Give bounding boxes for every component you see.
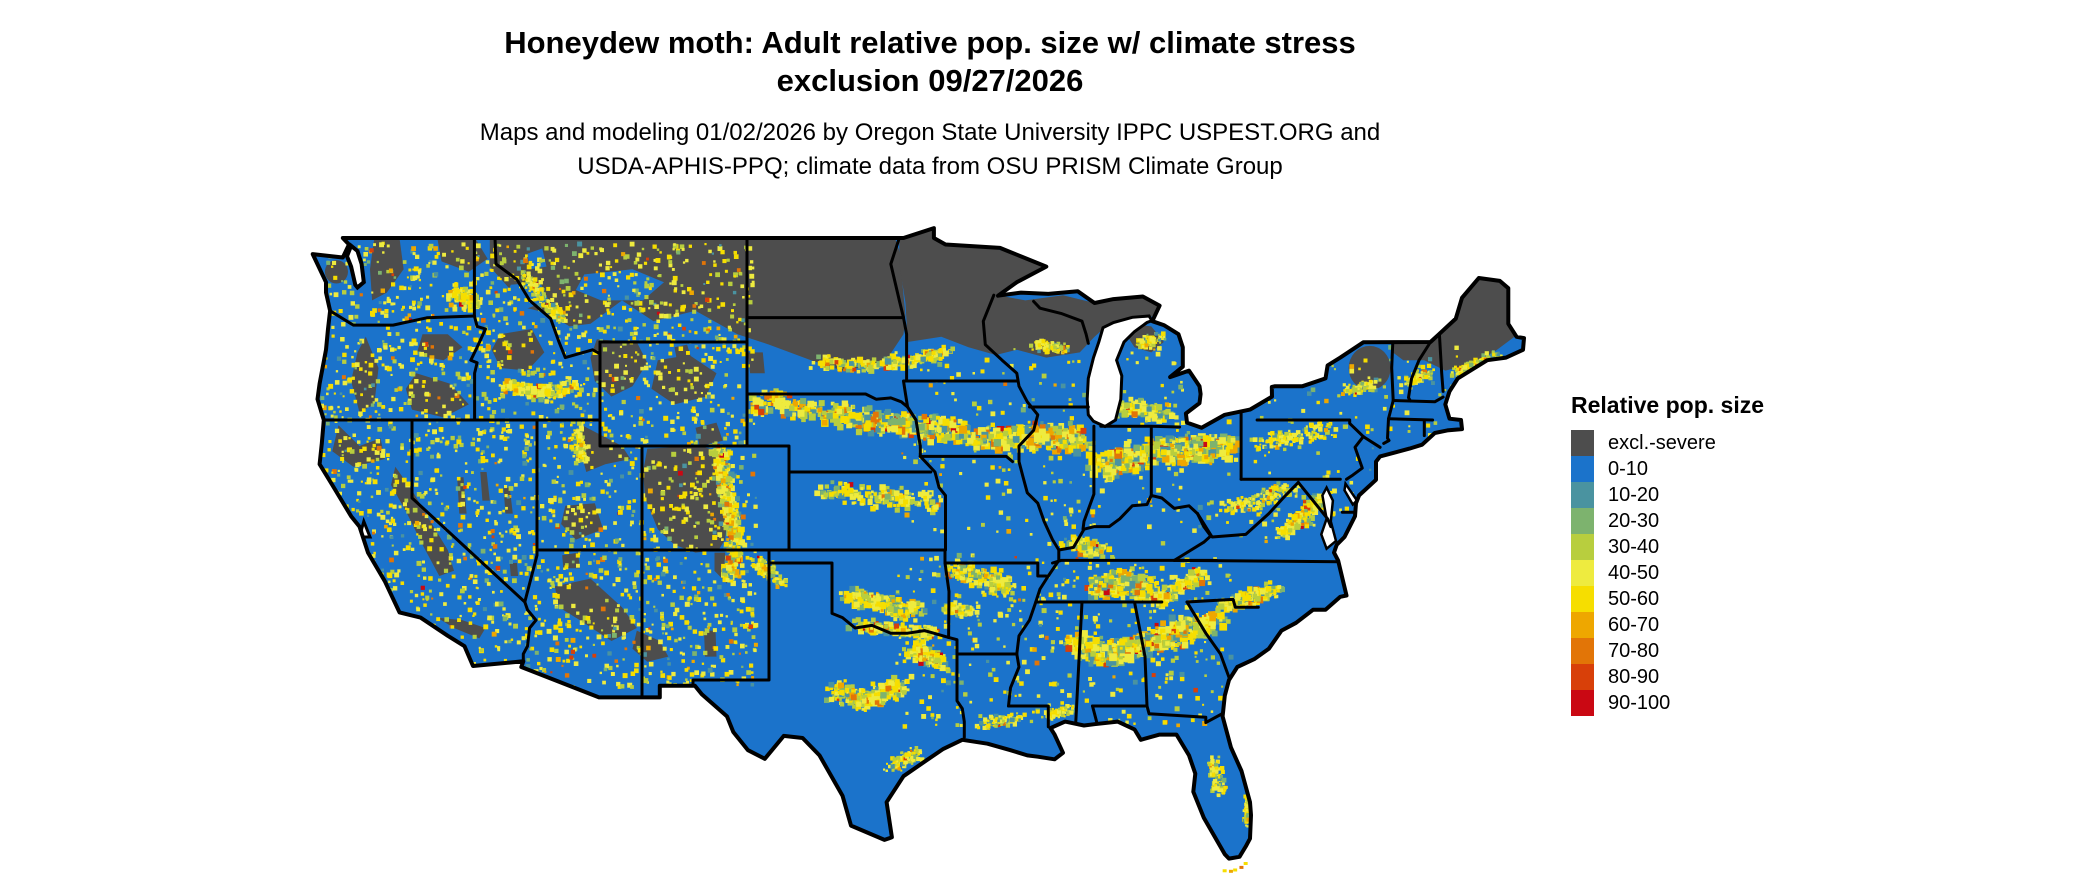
legend-title: Relative pop. size xyxy=(1571,392,1765,418)
legend-item: 50-60 xyxy=(1571,586,1764,612)
legend-item-label: 80-90 xyxy=(1608,665,1660,688)
legend-item: 70-80 xyxy=(1571,638,1764,664)
legend-swatch xyxy=(1571,508,1594,534)
legend-item-label: 20-30 xyxy=(1608,509,1660,532)
legend-item-label: 60-70 xyxy=(1608,613,1660,636)
legend-item-label: 90-100 xyxy=(1608,691,1671,714)
legend-item-label: 50-60 xyxy=(1608,587,1660,610)
legend-item: excl.-severe xyxy=(1571,430,1764,456)
legend-item: 0-10 xyxy=(1571,456,1764,482)
legend-swatch xyxy=(1571,638,1594,664)
map-subtitle-line2: USDA-APHIS-PPQ; climate data from OSU PR… xyxy=(577,153,1283,180)
legend: Relative pop. size excl.-severe 0-10 10-20… xyxy=(1571,392,1764,716)
legend-swatch xyxy=(1571,560,1594,586)
legend-swatch xyxy=(1571,664,1594,690)
legend-items: excl.-severe 0-10 10-20 20-30 30-40 40-50 50-6… xyxy=(1571,430,1764,716)
legend-item: 30-40 xyxy=(1571,534,1764,560)
map-title: Honeydew moth: Adult relative pop. size … xyxy=(320,24,1540,100)
legend-item: 40-50 xyxy=(1571,560,1764,586)
map-title-line2: exclusion 09/27/2026 xyxy=(776,63,1084,98)
legend-item-label: 40-50 xyxy=(1608,561,1660,584)
legend-swatch xyxy=(1571,690,1594,716)
legend-item-label: 70-80 xyxy=(1608,639,1660,662)
legend-swatch xyxy=(1571,482,1594,508)
legend-item-label: excl.-severe xyxy=(1608,431,1716,454)
legend-swatch xyxy=(1571,430,1594,456)
legend-item: 60-70 xyxy=(1571,612,1764,638)
legend-item: 90-100 xyxy=(1571,690,1764,716)
legend-item: 20-30 xyxy=(1571,508,1764,534)
legend-item-label: 0-10 xyxy=(1608,457,1649,480)
legend-swatch xyxy=(1571,612,1594,638)
legend-swatch xyxy=(1571,534,1594,560)
map-subtitle: Maps and modeling 01/02/2026 by Oregon S… xyxy=(320,116,1540,184)
legend-item-label: 10-20 xyxy=(1608,483,1660,506)
legend-item-label: 30-40 xyxy=(1608,535,1660,558)
map-subtitle-line1: Maps and modeling 01/02/2026 by Oregon S… xyxy=(479,119,1381,146)
legend-swatch xyxy=(1571,586,1594,612)
legend-item: 10-20 xyxy=(1571,482,1764,508)
map-title-line1: Honeydew moth: Adult relative pop. size … xyxy=(504,25,1356,60)
legend-swatch xyxy=(1571,456,1594,482)
legend-item: 80-90 xyxy=(1571,664,1764,690)
